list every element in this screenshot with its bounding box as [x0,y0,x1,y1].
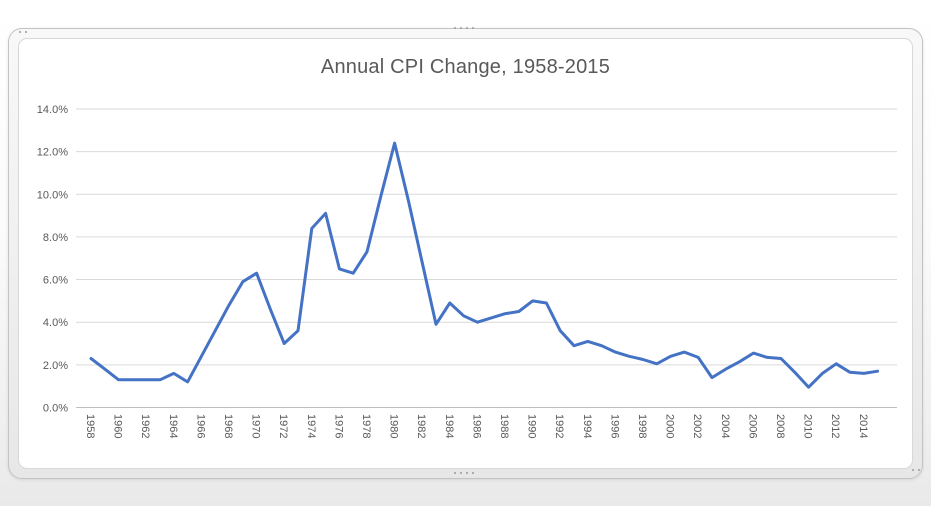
chart-panel: Annual CPI Change, 1958-2015 [18,38,913,469]
dot-icon [454,27,456,29]
dot-icon [19,31,21,33]
dot-icon [472,27,474,29]
drag-handle-top-icon[interactable] [454,27,474,29]
dot-icon [25,31,27,33]
dot-icon [466,472,468,474]
chart-frame: Annual CPI Change, 1958-2015 [8,28,923,479]
chart-title: Annual CPI Change, 1958-2015 [320,56,611,78]
dot-icon [460,472,462,474]
resize-handle-bottom-right-icon[interactable] [912,469,920,471]
dot-icon [918,469,920,471]
dot-icon [472,472,474,474]
dot-icon [912,469,914,471]
dot-icon [460,27,462,29]
resize-handle-top-left-icon[interactable] [19,31,27,33]
drag-handle-bottom-icon[interactable] [454,472,474,474]
dot-icon [454,472,456,474]
dot-icon [466,27,468,29]
